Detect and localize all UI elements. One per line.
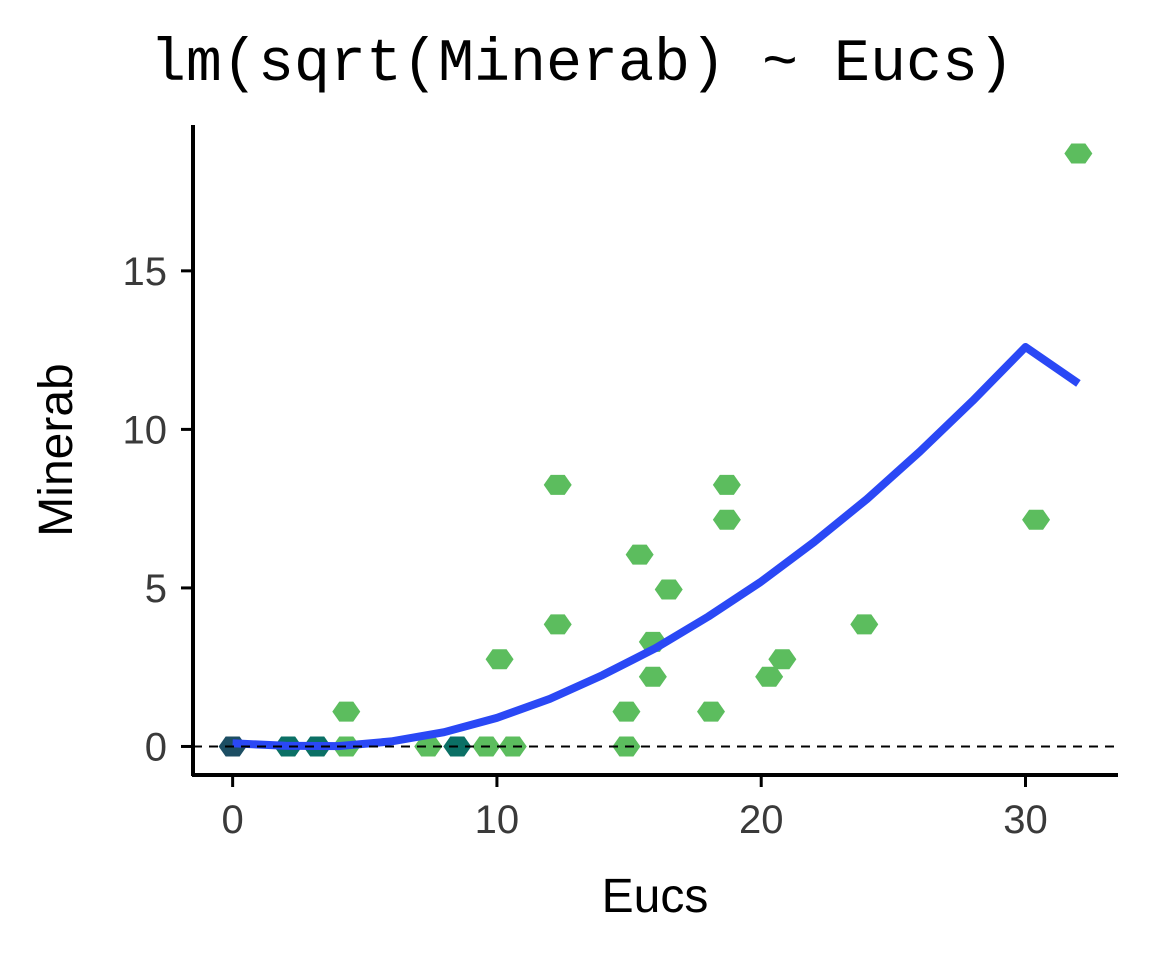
hexbin-point xyxy=(1064,143,1093,164)
hexbin-point xyxy=(543,614,572,635)
y-tick-label: 0 xyxy=(145,725,167,769)
y-tick-label: 10 xyxy=(123,408,168,452)
hexbin-point xyxy=(755,666,784,687)
hexbin-point xyxy=(768,649,797,670)
y-axis-title: Minerab xyxy=(30,363,83,536)
hexbin-point xyxy=(414,736,443,757)
fit-line-layer xyxy=(232,343,1081,751)
x-tick-label: 0 xyxy=(222,798,244,842)
hexbin-point xyxy=(332,701,361,722)
hexbin-point xyxy=(712,474,741,495)
hexbin-point xyxy=(625,544,654,565)
hexbin-point xyxy=(850,614,879,635)
hexbin-point xyxy=(612,701,641,722)
axes: 0 10 20 30 0 5 10 15 xyxy=(123,125,1118,842)
x-tick-label: 10 xyxy=(475,798,520,842)
hexbin-point xyxy=(485,649,514,670)
hexbin-layer xyxy=(218,143,1093,757)
fit-line xyxy=(232,343,1081,751)
hexbin-point xyxy=(1022,509,1051,530)
x-axis-title: Eucs xyxy=(602,870,709,923)
x-tick-label: 30 xyxy=(1003,798,1048,842)
hexbin-point xyxy=(712,509,741,530)
y-tick-label: 15 xyxy=(123,250,168,294)
hexbin-point xyxy=(697,701,725,722)
x-tick-label: 20 xyxy=(739,798,784,842)
hexbin-point xyxy=(543,474,572,495)
hexbin-point xyxy=(498,736,527,757)
y-tick-label: 5 xyxy=(145,567,167,611)
chart-title: lm(sqrt(Minerab) ~ Eucs) xyxy=(150,31,1014,99)
hexbin-point xyxy=(638,666,667,687)
hexbin-point xyxy=(654,579,683,600)
